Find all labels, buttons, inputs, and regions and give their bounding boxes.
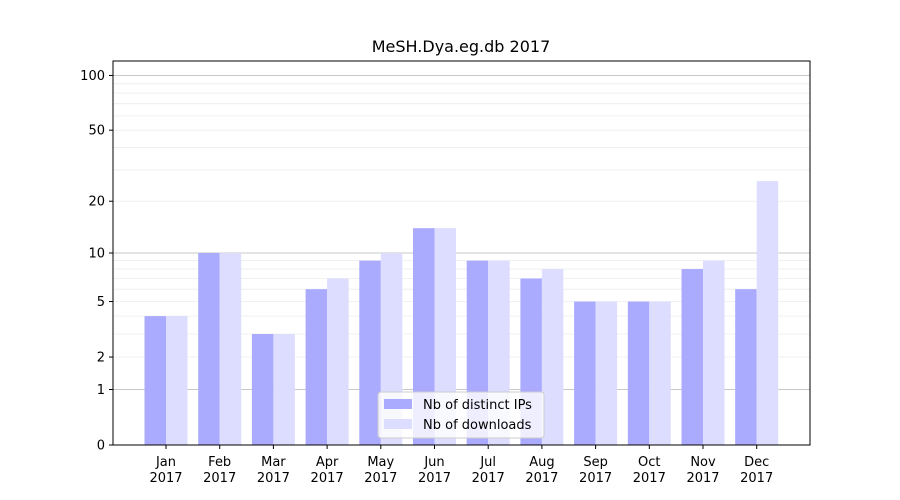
bar-downloads (703, 260, 725, 445)
x-tick-label-month: Jan (155, 455, 176, 470)
y-tick-label: 10 (88, 247, 105, 262)
x-tick-label-year: 2017 (418, 471, 451, 486)
y-tick-label: 1 (97, 383, 105, 398)
bar-downloads (327, 278, 349, 445)
bar-distinct-ips (627, 301, 650, 445)
x-tick-label-year: 2017 (364, 471, 397, 486)
bar-distinct-ips (305, 289, 328, 445)
bar-distinct-ips (144, 316, 166, 445)
y-tick-label: 0 (97, 439, 105, 454)
x-tick-label-month: Jun (423, 455, 444, 470)
bar-distinct-ips (574, 301, 596, 445)
x-tick-label-month: Jul (479, 455, 496, 470)
bar-distinct-ips (198, 253, 220, 445)
legend-label: Nb of distinct IPs (423, 398, 532, 413)
bar-distinct-ips (251, 333, 274, 445)
chart-title: MeSH.Dya.eg.db 2017 (372, 37, 551, 56)
x-tick-label-month: Aug (529, 455, 554, 470)
legend-box (377, 391, 545, 439)
y-tick-label: 2 (97, 351, 105, 366)
x-tick-label-year: 2017 (525, 471, 558, 486)
x-tick-label-year: 2017 (257, 471, 290, 486)
x-tick-label-year: 2017 (740, 471, 773, 486)
x-tick-label-year: 2017 (686, 471, 719, 486)
y-axis: 0 1 2 5 10 20 50 100 (80, 69, 113, 454)
bar-downloads (434, 228, 456, 445)
bar-downloads (595, 301, 618, 445)
bar-downloads (541, 269, 564, 445)
x-tick-label-month: May (367, 455, 394, 470)
x-tick-label-month: Oct (638, 455, 660, 470)
x-tick-label-month: Mar (261, 455, 286, 470)
bar-downloads (756, 181, 779, 445)
bar-downloads (649, 301, 671, 445)
bar-downloads (273, 333, 295, 445)
bar-distinct-ips (413, 228, 435, 445)
x-tick-label-year: 2017 (633, 471, 666, 486)
bar-downloads (166, 316, 188, 445)
x-tick-label-month: Sep (583, 455, 608, 470)
x-tick-label-month: Apr (316, 455, 339, 470)
bar-distinct-ips (359, 260, 381, 445)
legend-label: Nb of downloads (423, 418, 532, 433)
legend-swatch (384, 399, 412, 409)
y-tick-label: 20 (88, 195, 105, 210)
x-axis: Jan2017Feb2017Mar2017Apr2017May2017Jun20… (149, 445, 773, 486)
bar-distinct-ips (735, 289, 757, 445)
x-tick-label-year: 2017 (203, 471, 236, 486)
x-tick-label-year: 2017 (311, 471, 344, 486)
y-tick-label: 100 (80, 69, 105, 84)
x-tick-label-year: 2017 (149, 471, 182, 486)
bars (144, 181, 779, 445)
x-tick-label-month: Dec (744, 455, 769, 470)
y-tick-label: 5 (97, 295, 105, 310)
legend: Nb of distinct IPs Nb of downloads (377, 391, 545, 439)
bar-downloads (219, 253, 242, 445)
bar-distinct-ips (681, 269, 703, 445)
x-tick-label-year: 2017 (472, 471, 505, 486)
x-tick-label-month: Feb (208, 455, 231, 470)
x-tick-label-year: 2017 (579, 471, 612, 486)
x-tick-label-month: Nov (690, 455, 716, 470)
y-tick-label: 50 (88, 124, 105, 139)
legend-swatch (384, 419, 412, 429)
